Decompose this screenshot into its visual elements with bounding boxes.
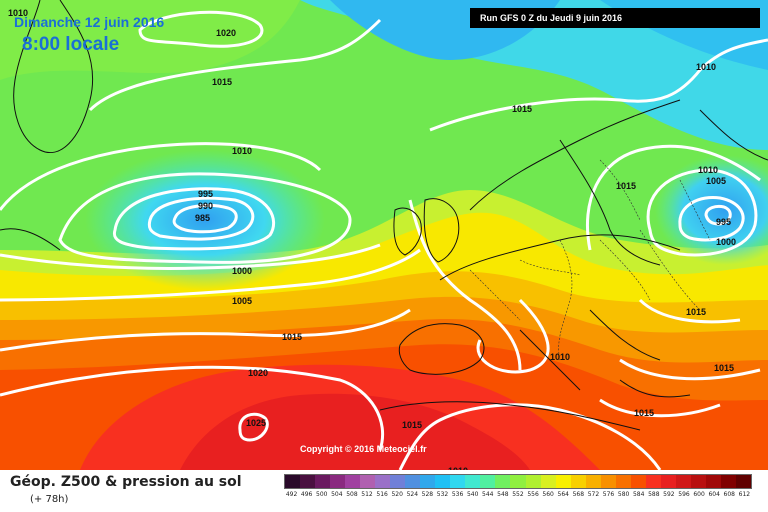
scale-swatch — [585, 475, 601, 488]
isobar-label: 1005 — [232, 296, 253, 306]
scale-swatch — [495, 475, 511, 488]
scale-swatch — [705, 475, 721, 488]
scale-label: 596 — [678, 491, 690, 498]
legend-footer: Géop. Z500 & pression au sol (+ 78h) 492… — [0, 470, 768, 512]
scale-swatch — [315, 475, 331, 488]
isobar-label: 1015 — [714, 363, 735, 373]
scale-label: 520 — [391, 491, 403, 498]
scale-swatch — [555, 475, 571, 488]
scale-label: 496 — [300, 491, 313, 498]
scale-label: 532 — [436, 491, 449, 498]
isobar-label: 1010 — [232, 146, 253, 156]
scale-swatch — [435, 475, 451, 488]
scale-swatch — [345, 475, 361, 488]
scale-swatch — [375, 475, 391, 488]
isobar-label: 1000 — [716, 237, 737, 247]
scale-label: 568 — [572, 491, 585, 498]
isobar-label: 1010 — [550, 352, 571, 362]
scale-label: 512 — [361, 491, 373, 498]
isobar-label: 985 — [195, 213, 211, 223]
color-scale-labels: 492 496 500 504 508 512 516 520 524 528 532 536 540 5… — [284, 491, 752, 498]
scale-label: 572 — [587, 491, 600, 498]
scale-swatch — [630, 475, 646, 488]
isobar-label: 1010 — [696, 62, 717, 72]
isobar-label: 1015 — [212, 77, 233, 87]
isobar-label: 1015 — [512, 104, 533, 114]
scale-label: 564 — [557, 491, 569, 498]
copyright-label: Copyright © 2016 Meteociel.fr — [300, 444, 427, 454]
scale-swatch — [285, 475, 301, 488]
scale-label: 500 — [316, 491, 328, 498]
scale-label: 492 — [285, 491, 298, 498]
isobar-label: 1015 — [282, 332, 303, 342]
scale-swatch — [735, 475, 751, 488]
scale-label: 612 — [738, 491, 751, 498]
scale-swatch — [615, 475, 631, 488]
scale-swatch — [465, 475, 481, 488]
scale-label: 576 — [602, 491, 615, 498]
scale-label: 508 — [346, 491, 358, 498]
scale-label: 600 — [693, 491, 705, 498]
time-label: 8:00 locale — [22, 34, 120, 55]
scale-label: 524 — [406, 491, 419, 498]
isobar-label: 1020 — [216, 28, 237, 38]
isobar-label: 1025 — [246, 418, 267, 428]
isobar-label: 1010 — [698, 165, 719, 175]
isobar-label: 990 — [198, 201, 214, 211]
isobar-label: 1015 — [686, 307, 707, 317]
run-banner: Run GFS 0 Z du Jeudi 9 juin 2016 — [470, 8, 760, 28]
scale-label: 584 — [632, 491, 645, 498]
scale-swatch — [360, 475, 376, 488]
scale-label: 592 — [663, 491, 675, 498]
scale-swatch — [645, 475, 661, 488]
scale-swatch — [450, 475, 466, 488]
scale-label: 556 — [527, 491, 539, 498]
scale-swatch — [390, 475, 406, 488]
isobar-label: 1015 — [616, 181, 637, 191]
isobar-label: 1010 — [8, 8, 29, 18]
scale-label: 504 — [331, 491, 343, 498]
scale-swatch — [510, 475, 526, 488]
date-label: Dimanche 12 juin 2016 — [14, 14, 165, 30]
scale-swatch — [675, 475, 691, 488]
scale-swatch — [480, 475, 496, 488]
scale-label: 516 — [376, 491, 388, 498]
lead-time: (+ 78h) — [30, 494, 69, 505]
scale-swatch — [660, 475, 676, 488]
scale-label: 544 — [482, 491, 494, 498]
isobar-label: 1020 — [248, 368, 269, 378]
scale-swatch — [690, 475, 706, 488]
scale-label: 608 — [723, 491, 735, 498]
scale-label: 548 — [497, 491, 509, 498]
scale-swatch — [420, 475, 436, 488]
isobar-label: 1015 — [402, 420, 423, 430]
scale-swatch — [540, 475, 556, 488]
color-scale-bar — [284, 474, 752, 489]
scale-label: 580 — [617, 491, 630, 498]
legend-title: Géop. Z500 & pression au sol — [10, 474, 242, 490]
scale-swatch — [405, 475, 421, 488]
scale-swatch — [570, 475, 586, 488]
isobar-label: 1000 — [232, 266, 253, 276]
isobar-label: 995 — [198, 189, 214, 199]
scale-label: 560 — [542, 491, 554, 498]
scale-swatch — [330, 475, 346, 488]
scale-swatch — [720, 475, 736, 488]
scale-swatch — [600, 475, 616, 488]
color-scale: 492 496 500 504 508 512 516 520 524 528 532 536 540 5… — [284, 474, 752, 498]
scale-swatch — [525, 475, 541, 488]
isobar-label: 1005 — [706, 176, 727, 186]
scale-label: 588 — [648, 491, 660, 498]
scale-label: 604 — [708, 491, 720, 498]
scale-label: 528 — [421, 491, 434, 498]
scale-swatch — [300, 475, 316, 488]
isobar-label: 1015 — [634, 408, 655, 418]
isobar-label: 995 — [716, 217, 732, 227]
scale-label: 552 — [512, 491, 524, 498]
scale-label: 540 — [466, 491, 479, 498]
scale-label: 536 — [451, 491, 464, 498]
weather-map — [0, 0, 768, 470]
